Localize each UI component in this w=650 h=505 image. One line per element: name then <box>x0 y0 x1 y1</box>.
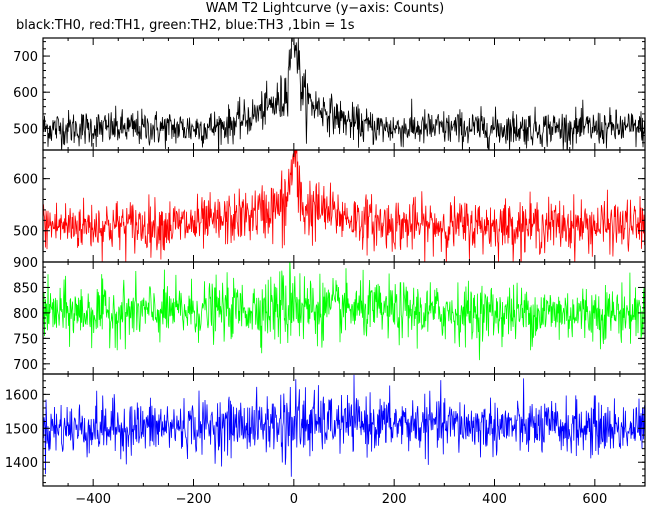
x-tick-label: −400 <box>75 492 111 505</box>
y-tick-label: 500 <box>13 225 38 240</box>
y-tick-label: 850 <box>13 281 38 296</box>
y-tick-label: 600 <box>13 86 38 101</box>
y-tick-label: 900 <box>13 256 38 271</box>
y-tick-label: 750 <box>13 332 38 347</box>
series-line-th3 <box>43 374 645 477</box>
x-tick-label: 400 <box>482 492 507 505</box>
x-tick-label: 600 <box>582 492 607 505</box>
x-tick-label: 0 <box>290 492 298 505</box>
x-tick-label: −200 <box>176 492 212 505</box>
x-tick-label: 200 <box>382 492 407 505</box>
chart-subtitle: black:TH0, red:TH1, green:TH2, blue:TH3 … <box>16 18 355 33</box>
panel-frame <box>42 149 646 263</box>
y-tick-label: 700 <box>13 50 38 65</box>
y-tick-label: 1600 <box>5 388 38 403</box>
y-tick-label: 600 <box>13 173 38 188</box>
series-line-th0 <box>43 38 645 150</box>
y-tick-label: 500 <box>13 122 38 137</box>
chart-title: WAM T2 Lightcurve (y−axis: Counts) <box>205 1 445 16</box>
y-tick-label: 700 <box>13 358 38 373</box>
y-tick-label: 800 <box>13 307 38 322</box>
series-line-th2 <box>43 262 645 361</box>
y-tick-label: 1400 <box>5 456 38 471</box>
y-tick-label: 1500 <box>5 422 38 437</box>
series-line-th1 <box>43 150 645 262</box>
